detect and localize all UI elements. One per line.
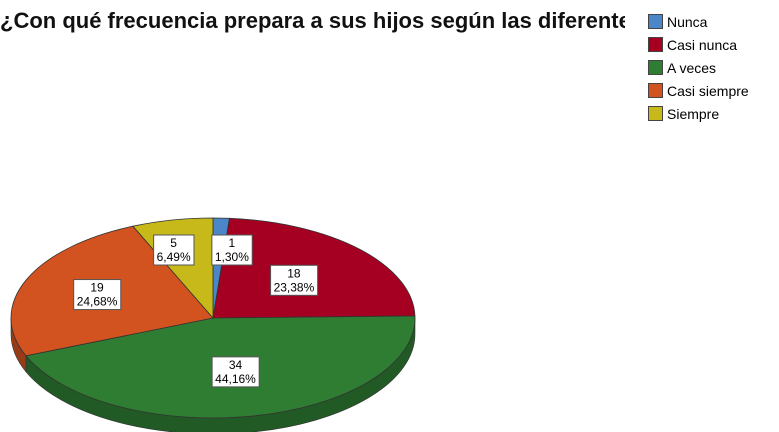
legend-label: A veces: [667, 59, 717, 76]
data-label-percent: 1,30%: [215, 250, 249, 264]
legend-label: Casi siempre: [667, 82, 749, 99]
legend-label: Nunca: [667, 13, 708, 30]
legend-swatch: [648, 14, 663, 29]
data-label-box: [211, 356, 260, 388]
data-label-box: [153, 234, 195, 266]
data-label-siempre: 56,49%: [153, 234, 195, 266]
legend-item-a-veces: A veces: [648, 56, 749, 79]
data-label-percent: 24,68%: [77, 295, 118, 309]
data-label-count: 34: [229, 358, 243, 372]
data-label-count: 19: [90, 281, 104, 295]
legend-item-casi-nunca: Casi nunca: [648, 33, 749, 56]
data-label-box: [73, 279, 122, 311]
legend-swatch: [648, 60, 663, 75]
data-label-percent: 6,49%: [157, 250, 191, 264]
legend-label: Siempre: [667, 105, 720, 122]
legend-item-casi-siempre: Casi siempre: [648, 79, 749, 102]
legend-swatch: [648, 37, 663, 52]
data-label-percent: 44,16%: [215, 372, 256, 386]
legend-swatch: [648, 83, 663, 98]
legend: Nunca Casi nunca A veces Casi siempre Si…: [648, 10, 749, 125]
legend-swatch: [648, 106, 663, 121]
data-label-count: 5: [170, 236, 177, 250]
data-label-box: [270, 264, 319, 296]
data-label-percent: 23,38%: [274, 280, 315, 294]
legend-label: Casi nunca: [667, 36, 738, 53]
legend-item-nunca: Nunca: [648, 10, 749, 33]
legend-item-siempre: Siempre: [648, 102, 749, 125]
data-label-count: 1: [229, 236, 236, 250]
data-label-box: [211, 234, 253, 266]
data-label-nunca: 11,30%: [211, 234, 253, 266]
chart-title: ¿Con qué frecuencia prepara a sus hijos …: [0, 8, 625, 33]
data-label-count: 18: [287, 266, 301, 280]
